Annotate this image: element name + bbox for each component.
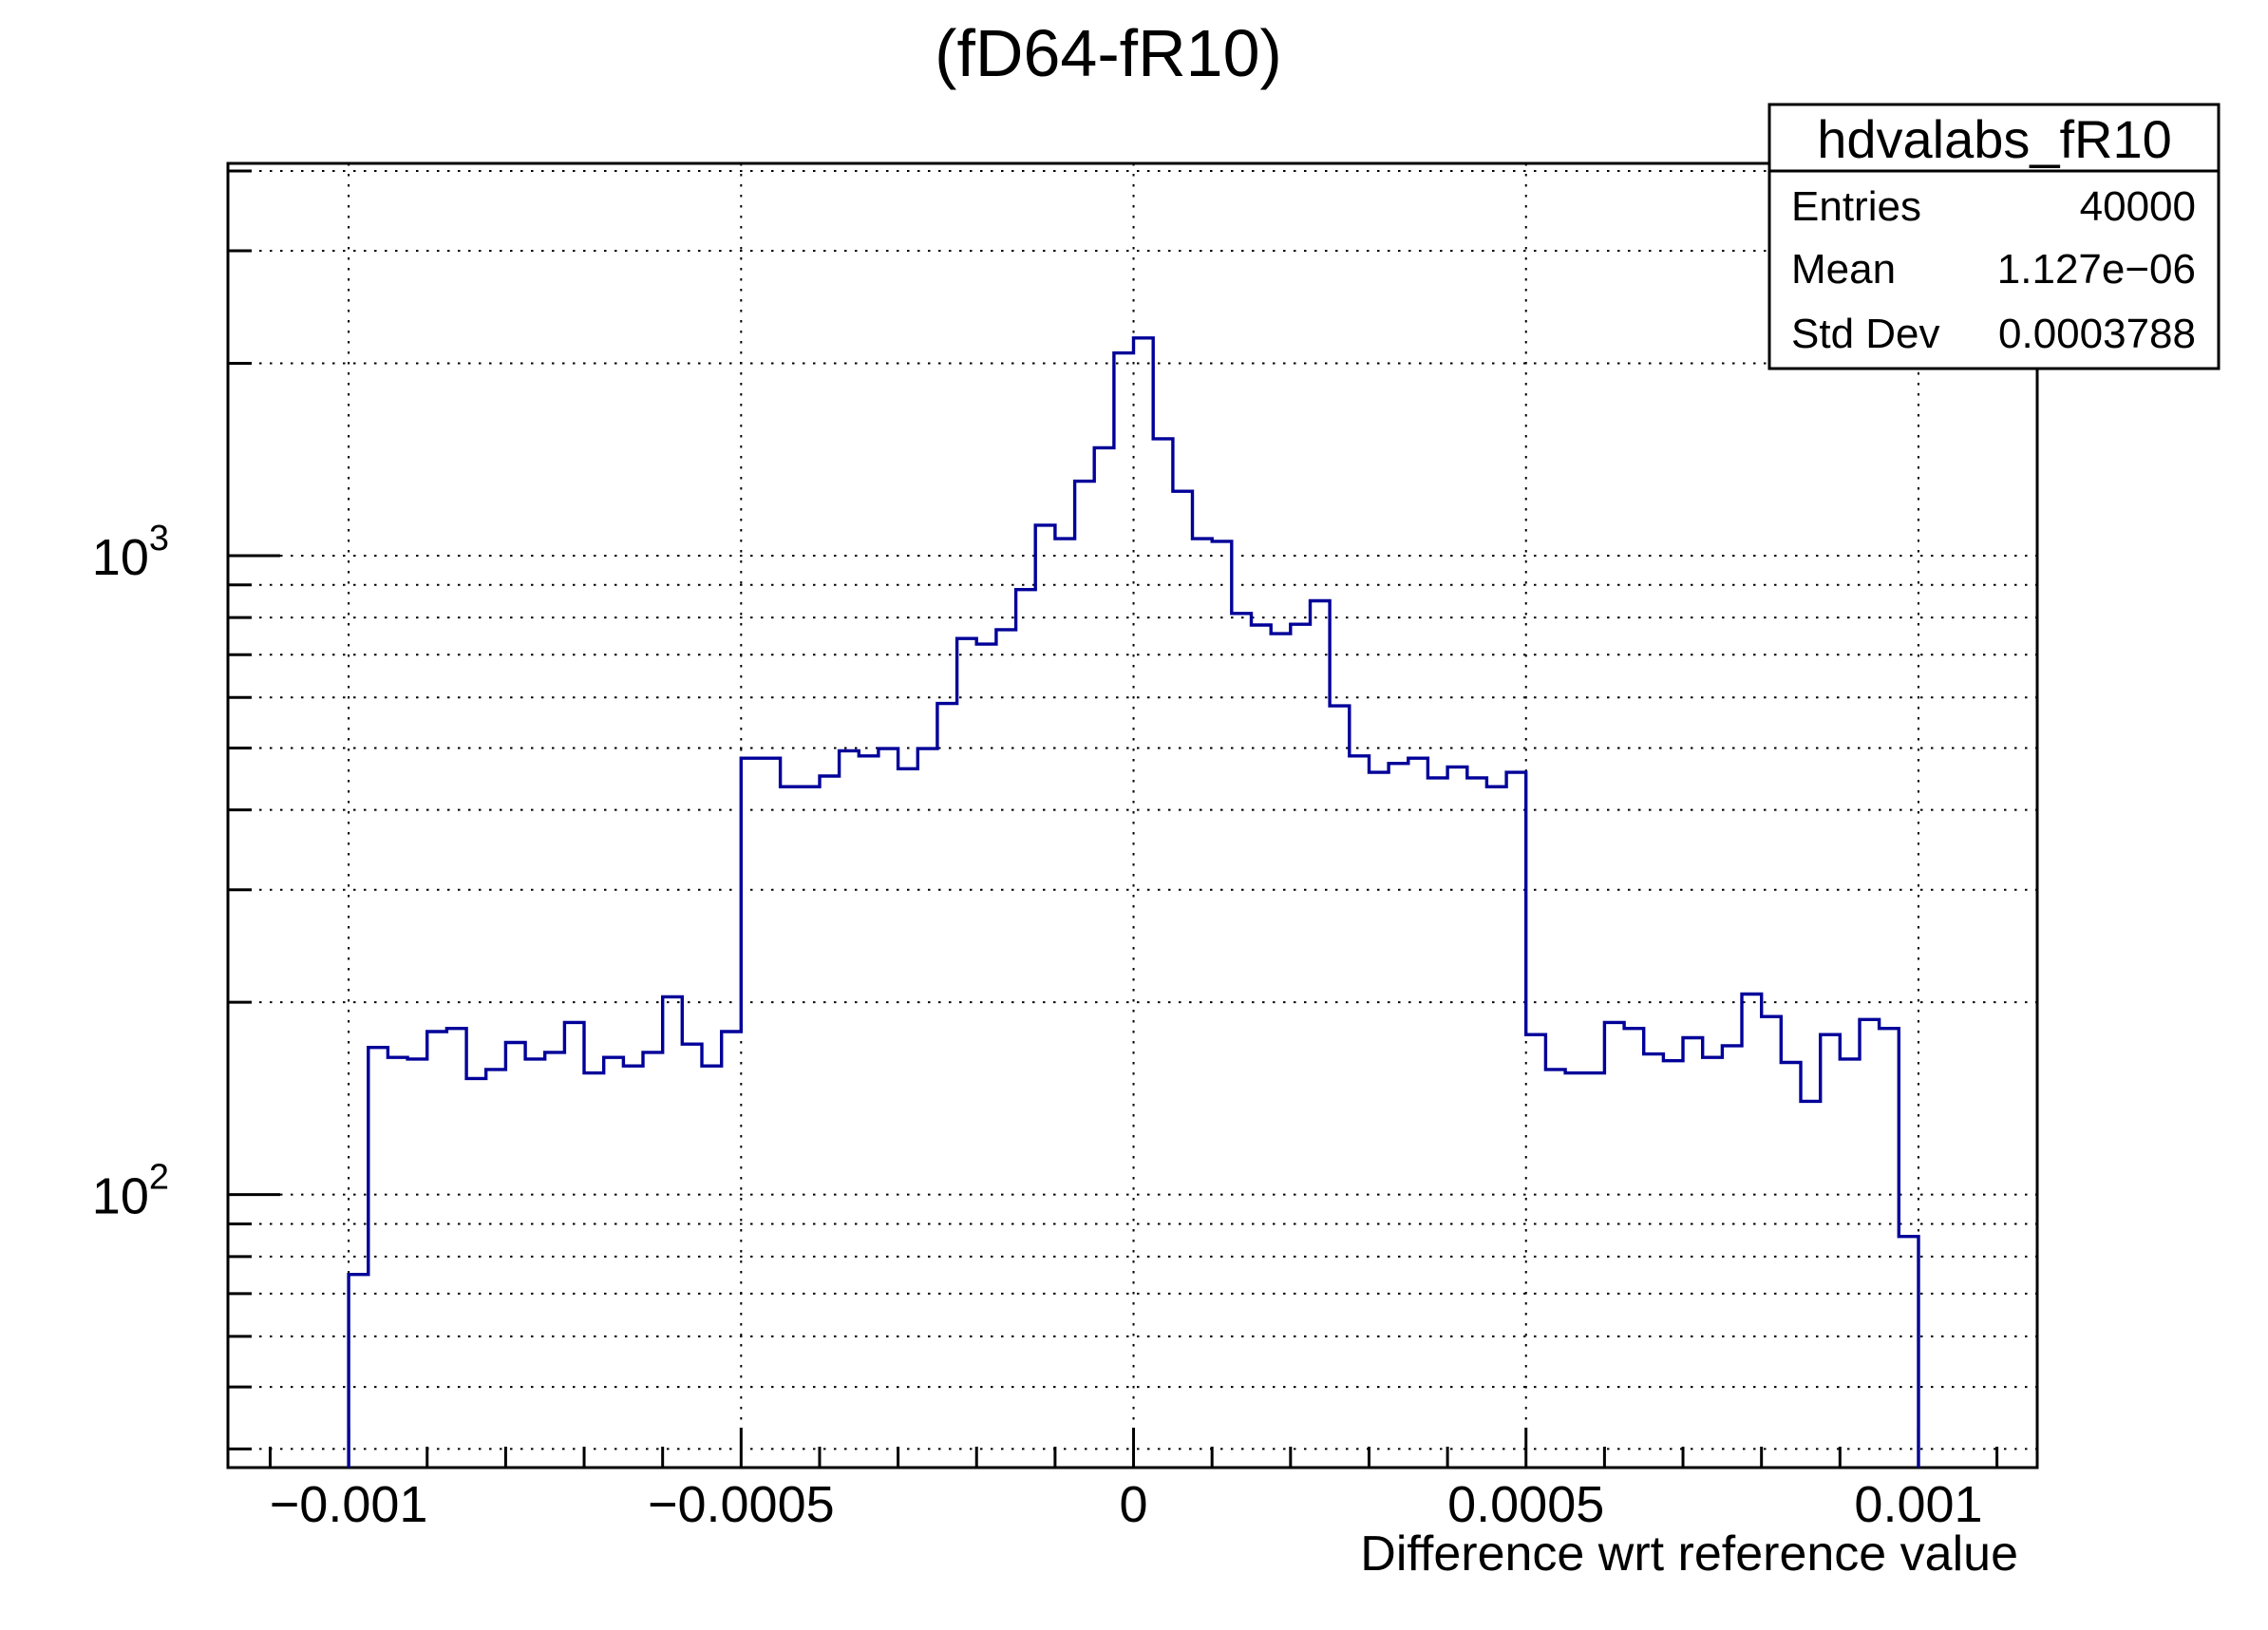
- x-axis-title: Difference wrt reference value: [1360, 1526, 2018, 1582]
- stats-entries-value: 40000: [2080, 183, 2196, 230]
- stats-stddev-label: Std Dev: [1791, 311, 1940, 357]
- chart-title: (fD64-fR10): [935, 16, 1282, 90]
- stats-box: hdvalabs_fR10 Entries 40000 Mean 1.127e−…: [1767, 103, 2221, 370]
- stats-stddev-value: 0.0003788: [1998, 311, 2196, 357]
- x-tick-label: −0.0005: [648, 1476, 835, 1533]
- x-tick-label: −0.001: [270, 1476, 428, 1533]
- plot-frame: [226, 161, 2039, 1469]
- axis-tick-labels: −0.001 −0.0005 0 0.0005 0.001 102 103: [92, 519, 1983, 1533]
- stats-mean-value: 1.127e−06: [1997, 246, 2196, 293]
- stats-title: hdvalabs_fR10: [1817, 109, 2172, 169]
- stats-mean-label: Mean: [1791, 246, 1896, 293]
- gridlines: [228, 163, 2037, 1468]
- x-tick-label: 0.0005: [1447, 1476, 1604, 1533]
- y-tick-label: 102: [92, 1158, 169, 1225]
- axis-ticks: [228, 169, 1999, 1468]
- x-tick-label: 0: [1119, 1476, 1147, 1533]
- y-tick-label: 103: [92, 519, 169, 586]
- x-tick-label: 0.001: [1854, 1476, 1982, 1533]
- stats-entries-label: Entries: [1791, 183, 1921, 230]
- stats-box-frame: [1767, 103, 2221, 370]
- histogram-line: [347, 336, 1920, 1468]
